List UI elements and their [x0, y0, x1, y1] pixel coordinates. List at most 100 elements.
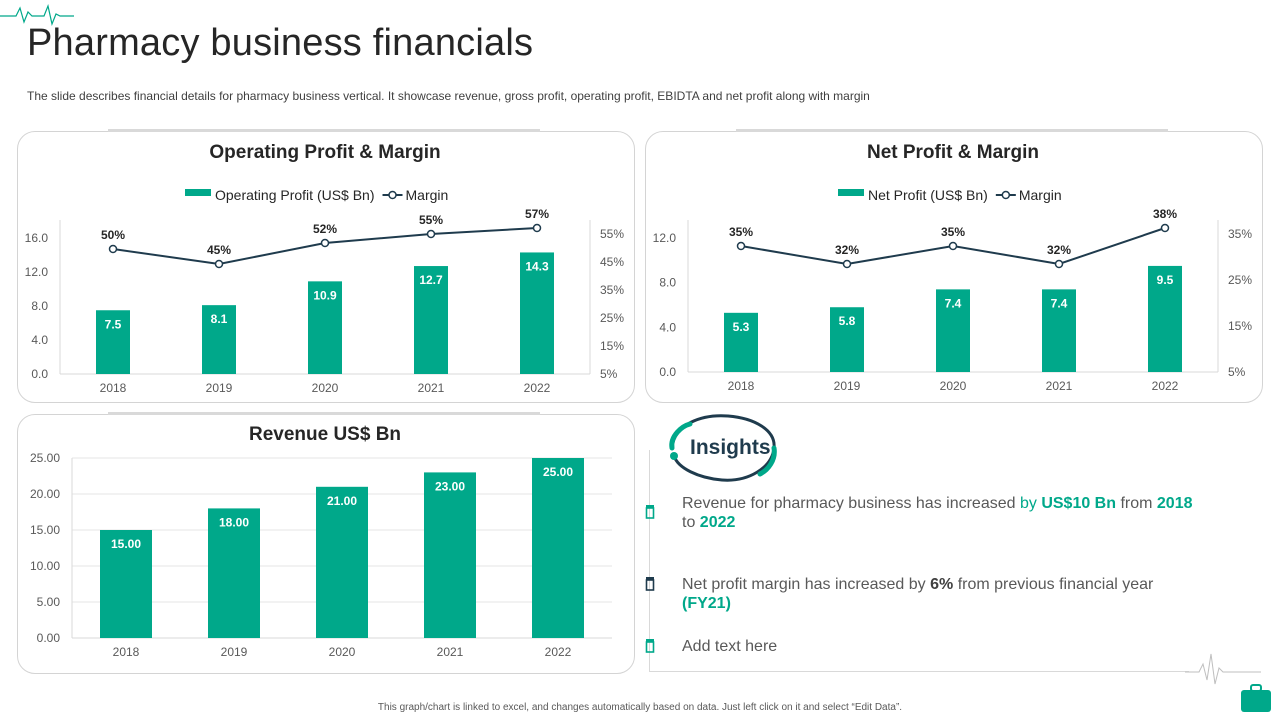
bar	[208, 508, 260, 638]
x-tick-label: 2021	[1046, 379, 1073, 393]
y2-tick-label: 25%	[1228, 273, 1252, 287]
y-tick-label: 4.0	[659, 320, 676, 334]
insight-text-part: 2022	[699, 514, 736, 531]
bar-data-label: 18.00	[219, 515, 249, 529]
margin-point	[426, 229, 436, 239]
panel-accent-bar	[108, 412, 540, 415]
insight-text-part: to	[682, 514, 700, 531]
margin-point	[214, 259, 224, 269]
vial-icon	[645, 577, 655, 591]
bar	[414, 266, 448, 374]
chart-title: Revenue US$ Bn	[249, 424, 401, 445]
x-tick-label: 2020	[329, 645, 356, 659]
insight-text-part: Net profit margin has increased by	[682, 576, 931, 593]
bar	[830, 307, 864, 372]
x-tick-label: 2019	[834, 379, 861, 393]
legend-label: Net Profit (US$ Bn)	[868, 187, 988, 203]
legend-swatch-bar	[185, 189, 211, 196]
margin-point	[1054, 259, 1064, 269]
bar	[936, 289, 970, 372]
x-tick-label: 2018	[728, 379, 755, 393]
briefcase-icon[interactable]	[1240, 684, 1272, 714]
x-tick-label: 2022	[545, 645, 572, 659]
insight-text-part: US$10 Bn	[1041, 495, 1117, 512]
bar	[532, 458, 584, 638]
bar	[202, 305, 236, 374]
y-tick-label: 20.00	[30, 487, 60, 501]
y-tick-label: 8.0	[31, 299, 48, 313]
margin-data-label: 50%	[101, 228, 125, 242]
heartbeat-icon	[1185, 653, 1261, 685]
margin-data-label: 32%	[835, 243, 859, 257]
insight-item: Add text here	[682, 637, 1202, 656]
legend-swatch-point	[388, 190, 397, 200]
legend-swatch-bar	[838, 189, 864, 196]
insight-item: Net profit margin has increased by 6% fr…	[682, 575, 1202, 613]
y-tick-label: 0.0	[31, 367, 48, 381]
margin-data-label: 38%	[1153, 207, 1177, 221]
y-tick-label: 5.00	[37, 595, 61, 609]
margin-point	[1160, 223, 1170, 233]
y-tick-label: 10.00	[30, 559, 60, 573]
bar-data-label: 14.3	[525, 259, 549, 273]
y2-tick-label: 45%	[600, 255, 624, 269]
x-tick-label: 2022	[1152, 379, 1179, 393]
y-tick-label: 4.0	[31, 333, 48, 347]
bar-data-label: 9.5	[1157, 273, 1174, 287]
bar	[424, 472, 476, 638]
bar	[96, 310, 130, 374]
margin-data-label: 32%	[1047, 243, 1071, 257]
bar-data-label: 7.5	[105, 317, 122, 331]
margin-data-label: 52%	[313, 222, 337, 236]
insights-divider	[649, 671, 1189, 672]
heartbeat-icon	[0, 4, 74, 26]
y2-tick-label: 55%	[600, 227, 624, 241]
margin-data-label: 57%	[525, 207, 549, 221]
insight-text-part: by	[1019, 495, 1042, 512]
page-subtitle: The slide describes financial details fo…	[27, 89, 870, 103]
y2-tick-label: 5%	[1228, 365, 1246, 379]
insight-text-part: from previous financial year	[953, 576, 1154, 593]
chart-title: Net Profit & Margin	[867, 142, 1039, 163]
x-tick-label: 2020	[940, 379, 967, 393]
insights-heading: Insights	[690, 436, 771, 459]
y2-tick-label: 5%	[600, 367, 618, 381]
y-tick-label: 0.0	[659, 365, 676, 379]
x-tick-label: 2022	[524, 381, 551, 395]
insight-text-part: 6%	[930, 576, 954, 593]
bar-data-label: 23.00	[435, 479, 465, 493]
bar	[308, 281, 342, 374]
y-tick-label: 16.0	[25, 231, 49, 245]
legend-label: Margin	[406, 187, 449, 203]
bar	[1148, 265, 1182, 372]
chart-title: Operating Profit & Margin	[209, 142, 440, 163]
y2-tick-label: 15%	[1228, 319, 1252, 333]
bar-data-label: 12.7	[419, 273, 443, 287]
insight-text-part: from	[1116, 495, 1157, 512]
x-tick-label: 2019	[221, 645, 248, 659]
y2-tick-label: 35%	[1228, 227, 1252, 241]
insights-divider	[649, 450, 650, 672]
y-tick-label: 12.0	[25, 265, 49, 279]
margin-point	[532, 223, 542, 233]
margin-data-label: 45%	[207, 243, 231, 257]
bar-data-label: 21.00	[327, 494, 357, 508]
x-tick-label: 2021	[418, 381, 445, 395]
y2-tick-label: 35%	[600, 283, 624, 297]
insight-text-part: 2018	[1156, 495, 1193, 512]
y2-tick-label: 15%	[600, 339, 624, 353]
margin-point	[948, 241, 958, 251]
vial-icon	[645, 505, 655, 519]
margin-data-label: 35%	[941, 225, 965, 239]
bar	[724, 312, 758, 372]
legend-swatch-point	[1001, 190, 1011, 200]
y-tick-label: 25.00	[30, 451, 60, 465]
y-tick-label: 15.00	[30, 523, 60, 537]
bar-data-label: 25.00	[543, 465, 573, 479]
y2-tick-label: 25%	[600, 311, 624, 325]
bar	[1042, 289, 1076, 372]
insight-item: Revenue for pharmacy business has increa…	[682, 494, 1202, 532]
insight-text-part: Revenue for pharmacy business has increa…	[682, 495, 1020, 512]
bar-data-label: 8.1	[211, 312, 228, 326]
footer-note: This graph/chart is linked to excel, and…	[377, 702, 903, 713]
